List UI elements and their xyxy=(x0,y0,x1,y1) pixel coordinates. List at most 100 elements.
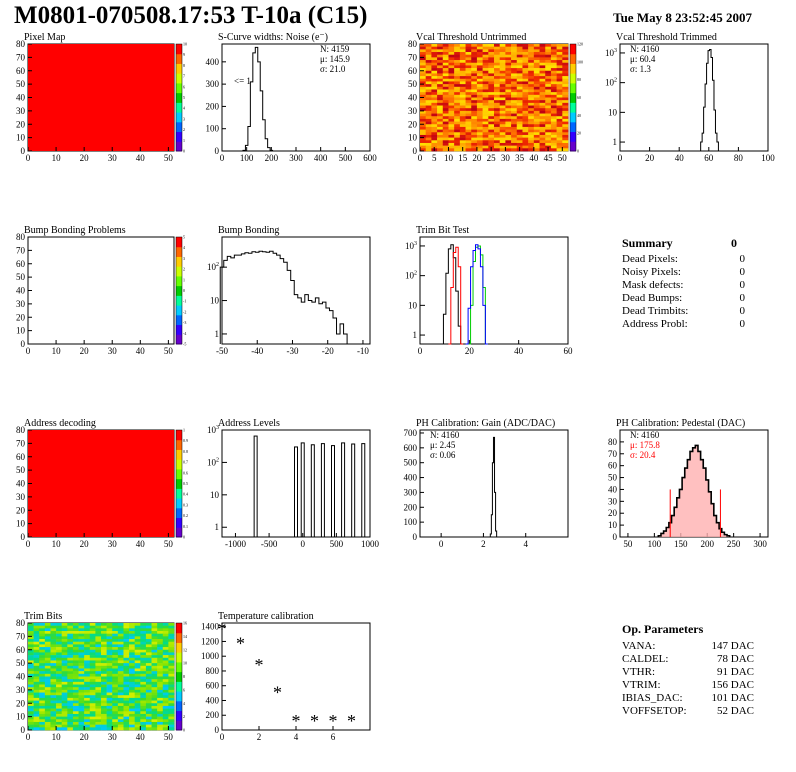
colorbar-tick-label: 6 xyxy=(183,84,185,89)
level-peak xyxy=(294,446,298,538)
plot-frame xyxy=(221,622,371,731)
stats-line: N: 4159 xyxy=(320,44,350,54)
colorbar-tick-label: 0 xyxy=(183,149,185,154)
y-tick-label: 102 xyxy=(207,457,219,467)
y-tick-label: 70 xyxy=(608,449,618,459)
summary-total: 0 xyxy=(731,236,737,250)
page-date: Tue May 8 23:52:45 2007 xyxy=(613,10,752,25)
x-tick-label: 15 xyxy=(458,153,468,163)
scatter-point: * xyxy=(273,682,282,702)
colorbar-tick-label: 4 xyxy=(183,106,185,111)
y-tick-label: 20 xyxy=(16,698,26,708)
y-tick-label: 10 xyxy=(608,107,618,117)
scatter-point: * xyxy=(347,711,356,731)
y-tick-label: 0 xyxy=(21,339,26,349)
y-tick-label: 80 xyxy=(408,39,418,49)
level-peak xyxy=(310,444,315,538)
op-parameters-title: Op. Parameters xyxy=(622,622,704,636)
stats-line: μ: 145.9 xyxy=(320,54,350,64)
x-tick-label: -20 xyxy=(322,346,334,356)
colorbar-tick-label: 9 xyxy=(183,52,185,57)
stats-line: σ: 20.4 xyxy=(630,450,656,460)
level-peak xyxy=(361,443,366,538)
colorbar-tick-label: 120 xyxy=(577,42,583,47)
x-tick-label: 10 xyxy=(52,539,62,549)
page-title: M0801-070508.17:53 T-10a (C15) xyxy=(14,2,367,29)
colorbar: 0 0.1 0.2 0.3 0.4 0.5 0.6 0.7 0.8 0.9 1 xyxy=(175,428,188,540)
y-tick-label: 700 xyxy=(404,428,418,438)
level-peak xyxy=(341,442,346,538)
axes: 0 20 40 60 80 100 1 10 102 103 xyxy=(605,48,775,163)
x-tick-label: 25 xyxy=(487,153,497,163)
colorbar-tick-label: 8 xyxy=(183,63,185,68)
y-tick-label: 100 xyxy=(206,124,220,134)
y-tick-label: 102 xyxy=(605,78,617,88)
y-tick-label: 102 xyxy=(207,262,219,272)
plot-frame xyxy=(221,429,371,538)
chart-address_decoding: Address decoding 0 0.1 0.2 0.3 0.4 0.5 0.6 0.7 0.… xyxy=(16,418,188,549)
x-tick-label: 5 xyxy=(432,153,437,163)
chart-title: PH Calibration: Gain (ADC/DAC) xyxy=(416,418,555,429)
colorbar-tick-label: 3 xyxy=(183,256,185,261)
x-tick-label: 100 xyxy=(240,153,254,163)
colorbar: 0 2 4 6 8 10 12 14 16 xyxy=(175,621,187,733)
colorbar-tick-label: 5 xyxy=(183,235,185,240)
x-tick-label: 10 xyxy=(52,346,62,356)
y-tick-label: 40 xyxy=(16,672,26,682)
y-tick-label: 80 xyxy=(16,232,26,242)
chart-title: Pixel Map xyxy=(24,32,65,43)
scatter-point: * xyxy=(255,655,264,675)
colorbar-tick-label: 0.7 xyxy=(183,460,188,465)
summary-row-value: 0 xyxy=(740,318,746,330)
chart-ph_gain: PH Calibration: Gain (ADC/DAC) 0 2 4 0 100 200… xyxy=(404,418,569,549)
chart-title: S-Curve widths: Noise (e⁻) xyxy=(218,32,328,43)
y-tick-label: 40 xyxy=(608,484,618,494)
y-tick-label: 60 xyxy=(608,461,618,471)
y-tick-label: 10 xyxy=(16,712,26,722)
scatter-point: * xyxy=(310,711,319,731)
y-tick-label: 20 xyxy=(408,119,418,129)
x-tick-label: 0 xyxy=(439,539,444,549)
summary-row-value: 0 xyxy=(740,279,746,291)
x-tick-label: 0 xyxy=(220,732,225,742)
colorbar-tick-label: 2 xyxy=(183,267,185,272)
x-tick-label: 100 xyxy=(761,153,775,163)
chart-title: Vcal Threshold Trimmed xyxy=(616,32,717,43)
x-tick-label: 40 xyxy=(514,346,524,356)
colorbar: 0 20 40 60 80 100 120 xyxy=(569,42,583,154)
y-tick-label: 50 xyxy=(16,79,26,89)
summary-title: Summary xyxy=(622,236,673,250)
x-tick-label: 6 xyxy=(331,732,336,742)
x-tick-label: 20 xyxy=(465,346,475,356)
level-peak xyxy=(351,443,356,538)
summary-row-label: Dead Pixels: xyxy=(622,253,678,265)
y-tick-label: 40 xyxy=(16,479,26,489)
colorbar-tick-label: -2 xyxy=(183,309,186,314)
summary-row-label: Mask defects: xyxy=(622,279,683,291)
op-parameters-panel: Op. Parameters VANA: 147 DAC CALDEL: 78 DAC… xyxy=(622,622,754,717)
summary-row-label: Noisy Pixels: xyxy=(622,266,681,278)
y-tick-label: 60 xyxy=(408,66,418,76)
y-tick-label: 20 xyxy=(608,508,618,518)
y-tick-label: 40 xyxy=(16,286,26,296)
y-tick-label: 300 xyxy=(206,79,220,89)
annotation: <= 1 xyxy=(234,76,251,86)
op-param-label: VTRIM: xyxy=(622,679,661,691)
y-tick-label: 10 xyxy=(408,300,418,310)
stats-line: σ: 1.3 xyxy=(630,64,651,74)
colorbar-tick-label: 10 xyxy=(183,42,187,47)
chart-title: Temperature calibration xyxy=(218,611,314,622)
colorbar-tick-label: 3 xyxy=(183,116,185,121)
y-tick-label: 10 xyxy=(16,519,26,529)
summary-panel: Summary 0 Dead Pixels: 0 Noisy Pixels: 0 Mas… xyxy=(622,236,746,330)
summary-row-value: 0 xyxy=(740,253,746,265)
colorbar: 0 1 2 3 4 5 6 7 8 9 10 xyxy=(175,42,187,154)
plot-frame xyxy=(619,43,769,152)
x-tick-label: 50 xyxy=(623,539,633,549)
x-tick-label: 10 xyxy=(52,153,62,163)
histogram-series-0 xyxy=(657,444,731,537)
x-tick-label: 200 xyxy=(265,153,279,163)
